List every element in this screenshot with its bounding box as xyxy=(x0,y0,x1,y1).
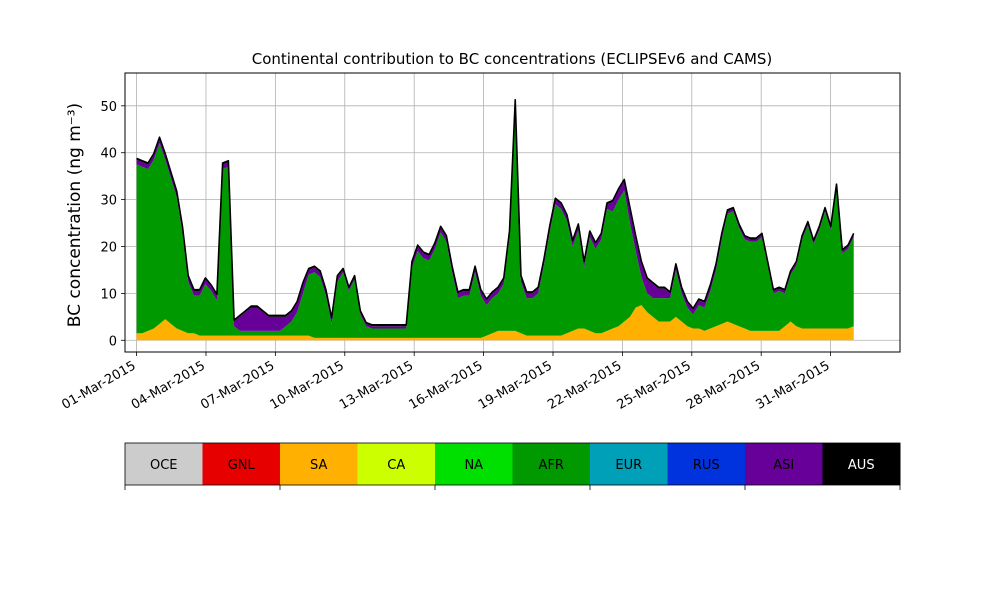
legend-swatch-gnl xyxy=(202,443,281,485)
legend-label-asi: ASI xyxy=(773,458,794,473)
x-tick-label: 01-Mar-2015 xyxy=(59,358,138,412)
x-tick-label: 25-Mar-2015 xyxy=(615,358,694,412)
legend-swatch-asi xyxy=(745,443,823,485)
legend-swatch-aus xyxy=(822,443,901,485)
legend-frame xyxy=(124,442,901,486)
y-tick-label: 0 xyxy=(109,334,117,349)
legend-swatch-afr xyxy=(512,443,591,485)
legend-swatch-na xyxy=(435,443,513,485)
legend-label-rus: RUS xyxy=(693,458,720,473)
stacked-areas xyxy=(136,98,855,341)
x-tick-label: 10-Mar-2015 xyxy=(268,358,347,412)
y-tick-label: 20 xyxy=(100,240,117,255)
area-afr xyxy=(136,105,854,338)
legend-colorbar: OCE GNL SA CA NA AFR EUR RUS ASI AUS xyxy=(124,442,901,490)
chart-title: Continental contribution to BC concentra… xyxy=(252,50,773,68)
y-tick-label: 10 xyxy=(100,287,117,302)
total-line xyxy=(136,98,855,326)
legend-swatch-oce xyxy=(125,443,203,485)
legend-swatch-sa xyxy=(280,443,358,485)
x-tick-label: 22-Mar-2015 xyxy=(545,358,624,412)
legend-swatch-ca xyxy=(357,443,436,485)
y-tick-label: 50 xyxy=(100,100,117,115)
legend-label-afr: AFR xyxy=(539,458,564,473)
x-tick-label: 04-Mar-2015 xyxy=(129,358,208,412)
legend-label-eur: EUR xyxy=(615,458,642,473)
x-axis: 01-Mar-201504-Mar-201507-Mar-201510-Mar-… xyxy=(59,352,833,413)
x-tick-label: 16-Mar-2015 xyxy=(406,358,485,412)
y-tick-label: 30 xyxy=(100,194,117,209)
legend-swatch-eur xyxy=(590,443,668,485)
plot-frame xyxy=(124,72,901,353)
y-axis: 0 10 20 30 40 50 xyxy=(100,100,125,349)
x-tick-label: 07-Mar-2015 xyxy=(198,358,277,412)
legend-label-oce: OCE xyxy=(150,458,178,473)
x-tick-label: 28-Mar-2015 xyxy=(684,358,763,412)
legend-label-na: NA xyxy=(464,458,483,473)
area-sa xyxy=(136,305,854,341)
x-tick-label: 13-Mar-2015 xyxy=(337,358,416,412)
legend-label-gnl: GNL xyxy=(228,458,256,473)
y-tick-label: 40 xyxy=(100,147,117,162)
x-tick-label: 19-Mar-2015 xyxy=(476,358,555,412)
plot-area: 01-Mar-201504-Mar-201507-Mar-201510-Mar-… xyxy=(59,72,901,413)
legend-swatch-rus xyxy=(667,443,746,485)
x-tick-label: 31-Mar-2015 xyxy=(753,358,832,412)
legend-label-sa: SA xyxy=(310,458,327,473)
y-axis-label: BC concentration (ng m⁻³) xyxy=(65,103,85,327)
legend-label-ca: CA xyxy=(387,458,405,473)
legend-label-aus: AUS xyxy=(848,458,875,473)
